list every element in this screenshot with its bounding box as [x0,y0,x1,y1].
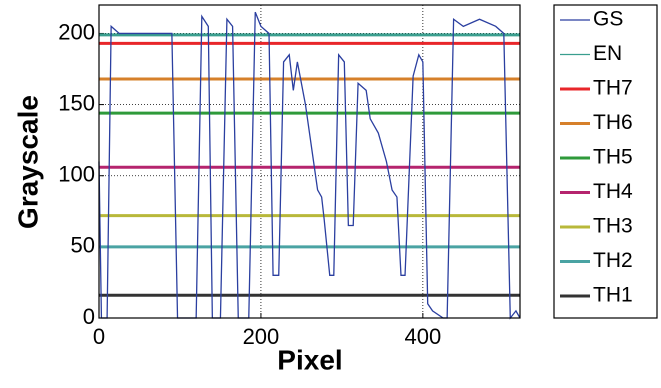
x-axis-title: Pixel [277,344,342,375]
legend-label: TH7 [593,77,633,100]
y-tick-label: 50 [71,233,95,258]
y-axis-title: Grayscale [12,95,43,229]
plot-frame [98,4,521,319]
legend-label: TH1 [593,284,633,307]
legend-label: GS [593,8,623,31]
legend-label: TH2 [593,249,633,272]
y-tick-label: 100 [58,162,95,187]
x-tick-label: 0 [93,324,105,349]
legend-label: TH5 [593,146,633,169]
x-tick-label: 200 [243,324,280,349]
y-tick-label: 0 [83,304,95,329]
legend-label: EN [593,42,622,65]
y-tick-label: 200 [58,19,95,44]
series-line [98,11,521,320]
x-tick-label: 400 [404,324,441,349]
legend-label: TH4 [593,180,633,203]
legend-box [553,4,658,319]
legend-label: TH3 [593,215,633,238]
y-tick-label: 150 [58,90,95,115]
legend-label: TH6 [593,111,633,134]
